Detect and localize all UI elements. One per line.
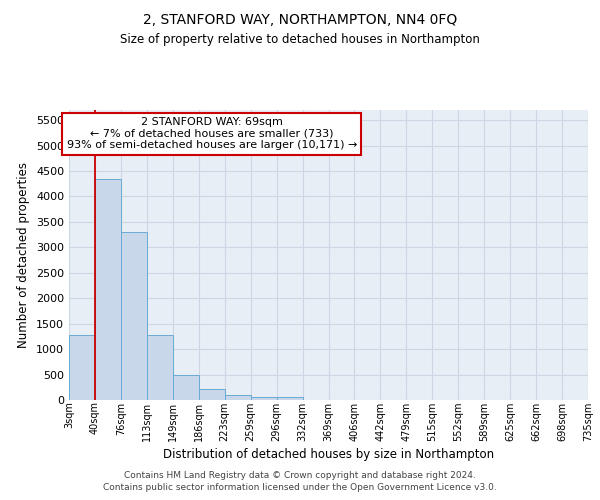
Bar xyxy=(199,390,224,400)
Bar xyxy=(69,336,95,400)
Bar xyxy=(251,396,277,400)
X-axis label: Distribution of detached houses by size in Northampton: Distribution of detached houses by size … xyxy=(163,448,494,461)
Bar xyxy=(95,178,121,400)
Text: Size of property relative to detached houses in Northampton: Size of property relative to detached ho… xyxy=(120,32,480,46)
Bar xyxy=(121,232,147,400)
Bar xyxy=(147,336,173,400)
Text: 2, STANFORD WAY, NORTHAMPTON, NN4 0FQ: 2, STANFORD WAY, NORTHAMPTON, NN4 0FQ xyxy=(143,12,457,26)
Bar xyxy=(277,397,302,400)
Bar xyxy=(225,396,251,400)
Text: Contains HM Land Registry data © Crown copyright and database right 2024.
Contai: Contains HM Land Registry data © Crown c… xyxy=(103,471,497,492)
Text: 2 STANFORD WAY: 69sqm
← 7% of detached houses are smaller (733)
93% of semi-deta: 2 STANFORD WAY: 69sqm ← 7% of detached h… xyxy=(67,117,357,150)
Y-axis label: Number of detached properties: Number of detached properties xyxy=(17,162,31,348)
Bar xyxy=(173,375,199,400)
